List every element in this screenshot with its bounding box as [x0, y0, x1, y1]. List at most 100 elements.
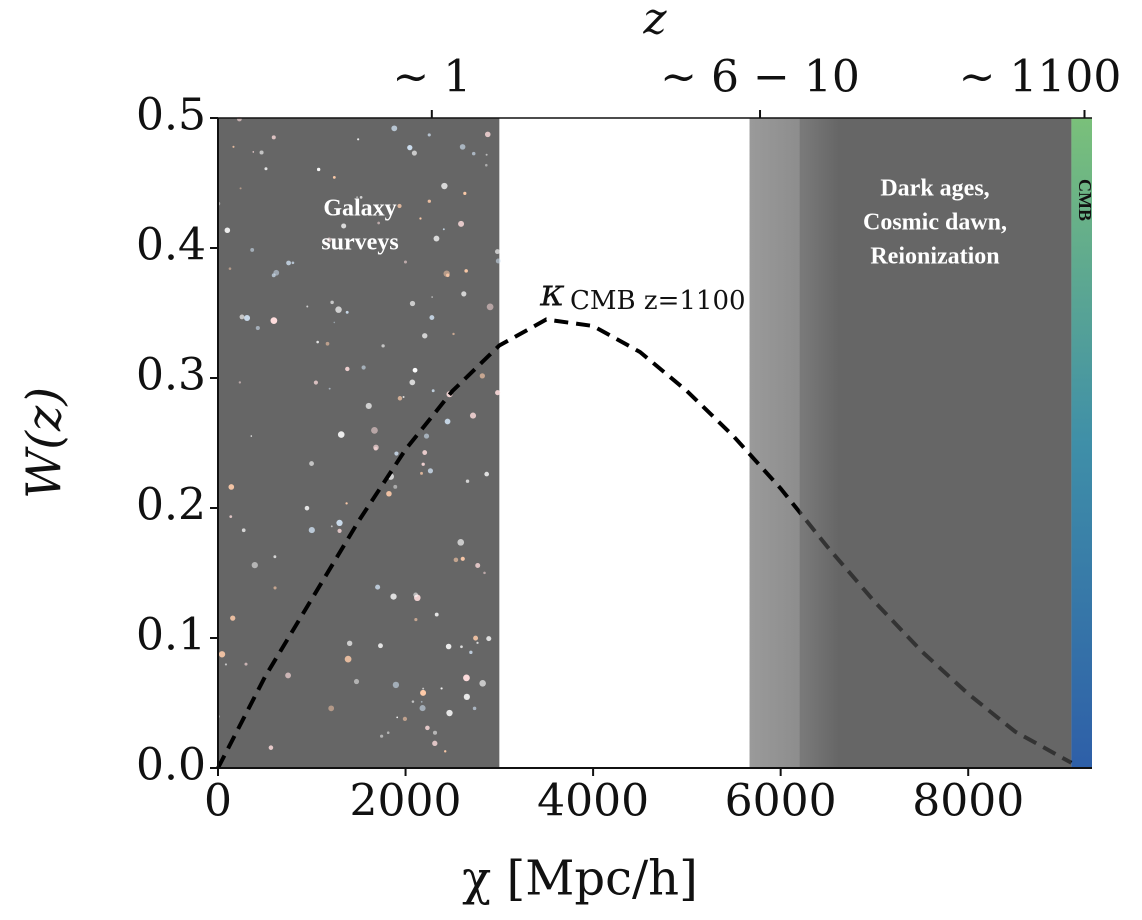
x-tick-label: 2000	[350, 776, 462, 827]
galaxy-dot	[433, 235, 440, 242]
galaxy-dot	[476, 641, 479, 644]
top-axis-label: z	[642, 0, 667, 45]
galaxy-dot	[396, 716, 399, 719]
galaxy-dot	[373, 444, 379, 451]
galaxy-dot	[273, 586, 277, 590]
galaxy-dot	[443, 270, 450, 277]
galaxy-dot	[345, 502, 348, 505]
galaxy-dot	[386, 731, 390, 735]
galaxy-dot	[239, 314, 245, 320]
region-label: Cosmic dawn,	[863, 210, 1007, 236]
galaxy-dot	[471, 151, 476, 156]
galaxy-dot	[459, 144, 466, 150]
galaxy-dot	[380, 734, 384, 738]
galaxy-dot	[271, 135, 276, 140]
galaxy-dot	[407, 144, 413, 151]
galaxy-dot	[333, 321, 336, 324]
galaxy-dot	[325, 341, 330, 346]
galaxy-dot	[485, 153, 488, 156]
galaxy-dot	[313, 380, 319, 385]
y-tick-label: 0.5	[136, 90, 206, 141]
galaxy-dot	[420, 471, 423, 475]
galaxy-dot	[397, 203, 402, 209]
galaxy-dot	[427, 468, 434, 474]
y-tick-label: 0.1	[136, 610, 206, 661]
galaxy-dot	[286, 260, 292, 266]
galaxy-dot	[486, 636, 492, 642]
galaxy-dot	[268, 745, 274, 750]
galaxy-dot	[345, 310, 349, 314]
galaxy-dot	[308, 526, 315, 534]
galaxy-dot	[270, 317, 278, 324]
galaxy-dot	[328, 705, 335, 712]
galaxy-dot	[393, 484, 398, 489]
galaxy-dot	[341, 223, 347, 229]
galaxy-dot	[409, 300, 416, 307]
galaxy-dot	[391, 125, 398, 132]
y-tick-label: 0.2	[136, 480, 206, 531]
galaxy-dot	[392, 681, 400, 689]
x-tick-label: 6000	[725, 776, 837, 827]
region-label: Dark ages,	[880, 176, 989, 202]
galaxy-dot	[239, 187, 242, 190]
galaxy-dot	[486, 303, 494, 311]
galaxy-dot	[232, 145, 235, 148]
galaxy-dot	[441, 182, 448, 190]
galaxy-dot	[463, 674, 470, 682]
galaxy-dot	[431, 296, 433, 298]
region-label: surveys	[321, 230, 398, 256]
region	[1071, 118, 1092, 768]
galaxy-dot	[432, 740, 438, 746]
galaxy-dot	[402, 716, 408, 721]
series-label: κ	[539, 271, 565, 315]
galaxy-dot	[446, 709, 453, 717]
galaxy-dot	[427, 199, 431, 203]
region-label: Reionization	[870, 244, 999, 270]
galaxy-dot	[453, 557, 459, 563]
galaxy-dot	[463, 693, 470, 700]
galaxy-dot	[306, 305, 309, 308]
top-tick-label: ∼ 1100	[959, 52, 1122, 103]
galaxy-dot	[335, 306, 342, 313]
galaxy-dot	[378, 643, 383, 649]
galaxy-dot	[285, 672, 291, 679]
galaxy-dot	[484, 471, 490, 477]
galaxy-dot	[375, 584, 381, 590]
galaxy-dot	[326, 237, 332, 243]
galaxy-dot	[316, 340, 319, 344]
galaxy-dot	[304, 505, 310, 511]
galaxy-dot	[361, 365, 366, 370]
x-tick-label: 0	[204, 776, 232, 827]
galaxy-dot	[412, 367, 418, 373]
galaxy-dot	[336, 519, 343, 527]
galaxy-dot	[241, 528, 246, 533]
y-tick-label: 0.4	[136, 220, 206, 271]
galaxy-dot	[330, 300, 334, 305]
galaxy-dot	[445, 643, 452, 650]
galaxy-dot	[411, 150, 417, 156]
x-axis-label: χ [Mpc/h]	[462, 851, 698, 907]
x-tick-label: 4000	[537, 776, 649, 827]
galaxy-dot	[345, 366, 350, 372]
galaxy-dot	[328, 387, 331, 390]
galaxy-dot	[228, 484, 235, 490]
galaxy-dot	[244, 662, 248, 666]
galaxy-dot	[346, 640, 353, 646]
galaxy-dot	[224, 227, 231, 234]
galaxy-dot	[473, 635, 479, 641]
galaxy-dot	[244, 314, 251, 322]
galaxy-dot	[420, 700, 423, 703]
galaxy-dot	[457, 538, 465, 546]
galaxy-dot	[460, 556, 465, 561]
region-label: CMB	[1075, 179, 1095, 221]
y-tick-label: 0.3	[136, 350, 206, 401]
galaxy-dot	[386, 490, 392, 497]
galaxy-dot	[475, 563, 481, 568]
galaxy-dot	[250, 435, 253, 437]
galaxy-dot	[469, 650, 473, 655]
galaxy-dot	[413, 592, 418, 598]
galaxy-dot	[483, 571, 486, 575]
galaxy-dot	[484, 131, 491, 138]
galaxy-dot	[381, 344, 385, 348]
galaxy-dot	[464, 269, 468, 273]
